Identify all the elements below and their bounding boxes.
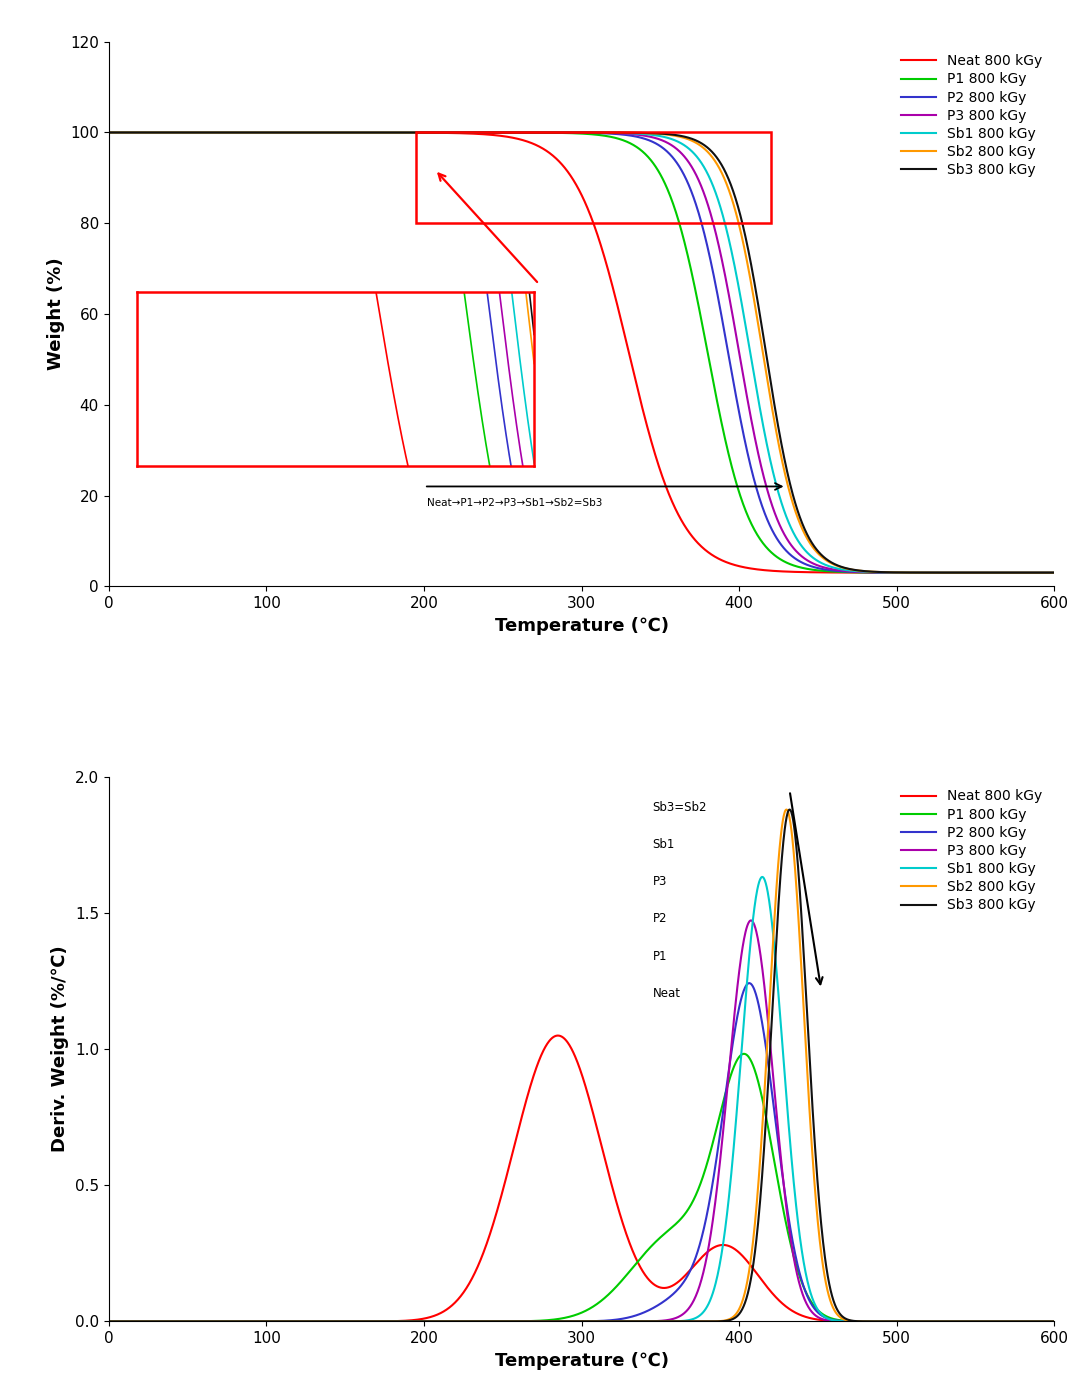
Legend: Neat 800 kGy, P1 800 kGy, P2 800 kGy, P3 800 kGy, Sb1 800 kGy, Sb2 800 kGy, Sb3 : Neat 800 kGy, P1 800 kGy, P2 800 kGy, P3… (896, 49, 1048, 182)
Text: Neat: Neat (652, 986, 680, 1000)
Text: P3: P3 (652, 875, 666, 889)
X-axis label: Temperature (℃): Temperature (℃) (495, 616, 669, 634)
Text: Sb3=Sb2: Sb3=Sb2 (652, 801, 707, 814)
Text: Neat→P1→P2→P3→Sb1→Sb2=Sb3: Neat→P1→P2→P3→Sb1→Sb2=Sb3 (427, 498, 602, 508)
Legend: Neat 800 kGy, P1 800 kGy, P2 800 kGy, P3 800 kGy, Sb1 800 kGy, Sb2 800 kGy, Sb3 : Neat 800 kGy, P1 800 kGy, P2 800 kGy, P3… (896, 785, 1048, 918)
Text: P1: P1 (652, 950, 667, 963)
Bar (416, 132, 771, 223)
Text: Sb1: Sb1 (652, 839, 675, 851)
Y-axis label: Deriv. Weight (%/℃): Deriv. Weight (%/℃) (51, 946, 70, 1153)
X-axis label: Temperature (℃): Temperature (℃) (495, 1352, 669, 1370)
Y-axis label: Weight (%): Weight (%) (47, 257, 64, 370)
Text: P2: P2 (652, 912, 667, 925)
